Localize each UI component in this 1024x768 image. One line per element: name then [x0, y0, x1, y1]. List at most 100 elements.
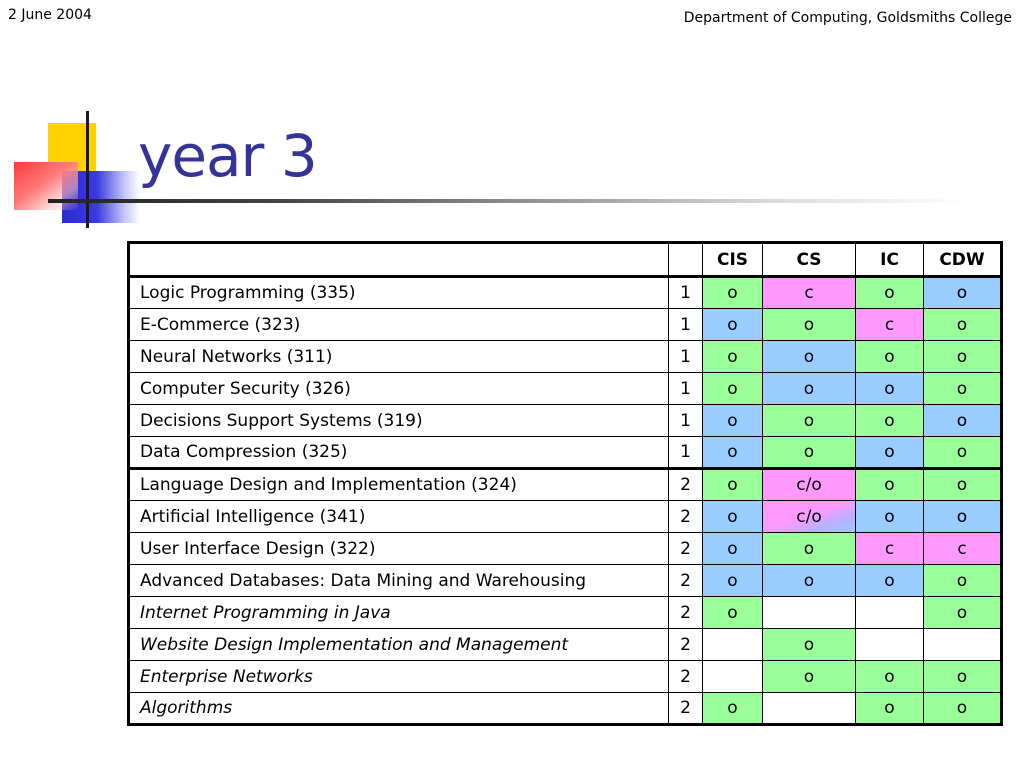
status-cell-cs: o — [762, 372, 856, 405]
status-cell-cdw: o — [923, 436, 1002, 469]
status-cell-cs: c/o — [762, 500, 856, 533]
status-cell-ic: o — [855, 500, 924, 533]
status-cell-ic: o — [855, 660, 924, 693]
module-name-cell: Internet Programming in Java — [128, 596, 669, 629]
module-year-cell: 1 — [668, 404, 703, 437]
status-cell-cis — [702, 628, 763, 661]
decorative-squares-logo — [0, 0, 150, 240]
column-header-module — [128, 242, 669, 278]
table-row: E-Commerce (323) 1 o o c o — [128, 308, 1002, 341]
status-cell-cs — [762, 596, 856, 629]
status-cell-cis: o — [702, 692, 763, 725]
module-name-cell: Neural Networks (311) — [128, 340, 669, 373]
status-cell-cs: o — [762, 308, 856, 341]
module-year-cell: 1 — [668, 340, 703, 373]
module-year-cell: 1 — [668, 276, 703, 309]
status-cell-cs: o — [762, 340, 856, 373]
module-year-cell: 2 — [668, 564, 703, 597]
status-cell-ic: o — [855, 564, 924, 597]
status-cell-cis: o — [702, 308, 763, 341]
status-cell-cis: o — [702, 532, 763, 565]
module-name-cell: Algorithms — [128, 692, 669, 725]
module-name-cell: Artificial Intelligence (341) — [128, 500, 669, 533]
status-cell-cdw: o — [923, 308, 1002, 341]
table-row: User Interface Design (322) 2 o o c c — [128, 532, 1002, 565]
table-row: Data Compression (325) 1 o o o o — [128, 436, 1002, 469]
status-cell-cdw: o — [923, 660, 1002, 693]
status-cell-cis: o — [702, 372, 763, 405]
status-cell-cis: o — [702, 500, 763, 533]
status-cell-cis: o — [702, 436, 763, 469]
status-cell-ic: c — [855, 532, 924, 565]
slide-date: 2 June 2004 — [8, 7, 92, 23]
module-name-cell: User Interface Design (322) — [128, 532, 669, 565]
status-cell-cdw: o — [923, 500, 1002, 533]
module-year-cell: 1 — [668, 372, 703, 405]
module-year-cell: 2 — [668, 628, 703, 661]
status-cell-cs: c — [762, 276, 856, 309]
status-cell-cis: o — [702, 564, 763, 597]
table-row: Enterprise Networks 2 o o o — [128, 660, 1002, 693]
status-cell-ic: o — [855, 692, 924, 725]
table-row: Website Design Implementation and Manage… — [128, 628, 1002, 661]
table-row: Computer Security (326) 1 o o o o — [128, 372, 1002, 405]
column-header-cs: CS — [762, 242, 856, 278]
module-name-cell: Computer Security (326) — [128, 372, 669, 405]
module-name-cell: Website Design Implementation and Manage… — [128, 628, 669, 661]
status-cell-cdw: c — [923, 532, 1002, 565]
slide-title: year 3 — [138, 122, 318, 190]
table-body: Logic Programming (335) 1 o c o o E-Commerce (… — [128, 276, 1002, 725]
table-row: Neural Networks (311) 1 o o o o — [128, 340, 1002, 373]
table-row: Algorithms 2 o o o — [128, 692, 1002, 725]
table-row: Internet Programming in Java 2 o o — [128, 596, 1002, 629]
module-year-cell: 1 — [668, 436, 703, 469]
status-cell-ic: o — [855, 404, 924, 437]
vertical-rule — [86, 111, 89, 228]
slide-institution: Department of Computing, Goldsmiths Coll… — [683, 10, 1012, 26]
table-row: Logic Programming (335) 1 o c o o — [128, 276, 1002, 309]
status-cell-cdw: o — [923, 372, 1002, 405]
status-cell-cis — [702, 660, 763, 693]
status-cell-cis: o — [702, 404, 763, 437]
status-cell-cis: o — [702, 596, 763, 629]
column-header-year — [668, 242, 703, 278]
status-cell-cs: o — [762, 436, 856, 469]
module-name-cell: Data Compression (325) — [128, 436, 669, 469]
module-name-cell: Decisions Support Systems (319) — [128, 404, 669, 437]
table-row: Language Design and Implementation (324)… — [128, 467, 1002, 501]
status-cell-cdw — [923, 628, 1002, 661]
status-cell-ic: o — [855, 467, 924, 501]
status-cell-cdw: o — [923, 564, 1002, 597]
status-cell-cis: o — [702, 276, 763, 309]
module-name-cell: Language Design and Implementation (324) — [128, 467, 669, 501]
status-cell-ic: o — [855, 276, 924, 309]
module-year-cell: 1 — [668, 308, 703, 341]
status-cell-cs: c/o — [762, 467, 856, 501]
status-cell-cdw: o — [923, 467, 1002, 501]
module-year-cell: 2 — [668, 532, 703, 565]
status-cell-cs: o — [762, 404, 856, 437]
title-underline — [48, 199, 968, 203]
status-cell-cs: o — [762, 564, 856, 597]
status-cell-ic: o — [855, 340, 924, 373]
module-name-cell: Enterprise Networks — [128, 660, 669, 693]
status-cell-ic — [855, 596, 924, 629]
status-cell-cis: o — [702, 340, 763, 373]
status-cell-ic — [855, 628, 924, 661]
status-cell-ic: c — [855, 308, 924, 341]
module-year-cell: 2 — [668, 692, 703, 725]
status-cell-cs: o — [762, 660, 856, 693]
column-header-cdw: CDW — [923, 242, 1002, 278]
table-row: Artificial Intelligence (341) 2 o c/o o o — [128, 500, 1002, 533]
status-cell-cdw: o — [923, 596, 1002, 629]
column-header-cis: CIS — [702, 242, 763, 278]
status-cell-cs: o — [762, 628, 856, 661]
module-year-cell: 2 — [668, 467, 703, 501]
table-header-row: CIS CS IC CDW — [128, 242, 1002, 278]
status-cell-cdw: o — [923, 692, 1002, 725]
status-cell-cdw: o — [923, 404, 1002, 437]
status-cell-cdw: o — [923, 340, 1002, 373]
column-header-ic: IC — [855, 242, 924, 278]
module-name-cell: E-Commerce (323) — [128, 308, 669, 341]
table-row: Advanced Databases: Data Mining and Ware… — [128, 564, 1002, 597]
